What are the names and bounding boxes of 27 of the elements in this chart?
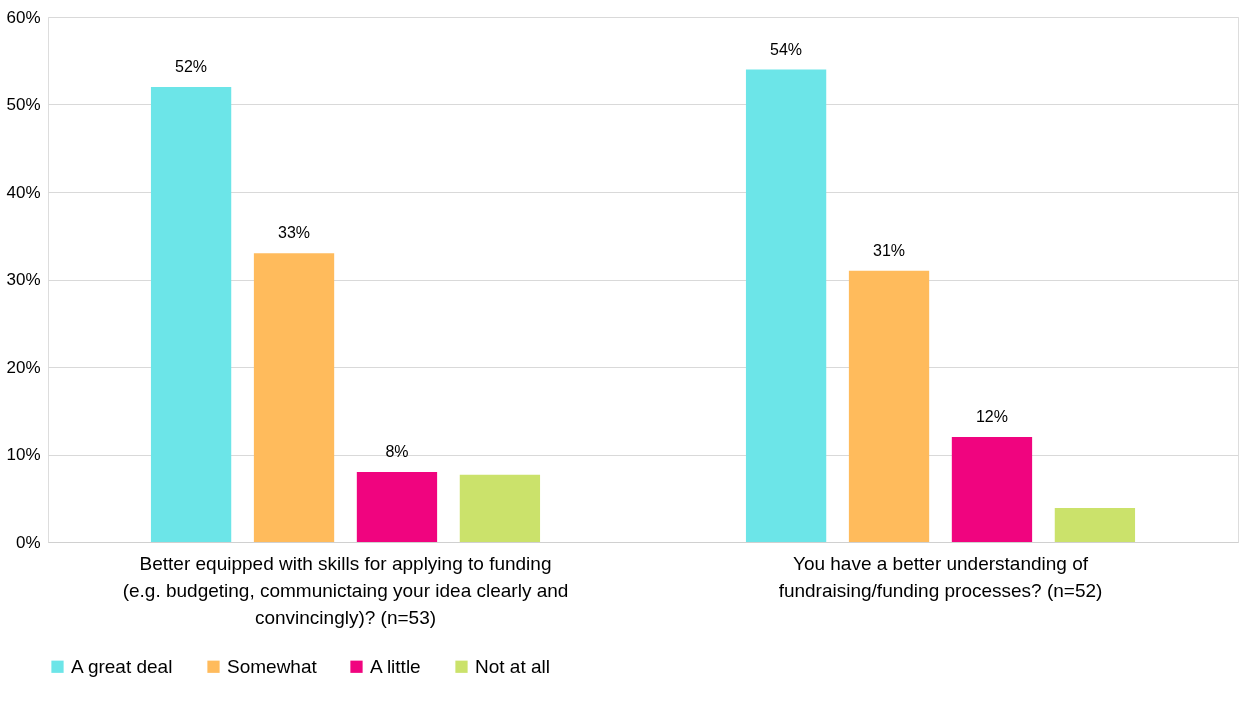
data-label: 8% <box>385 443 409 460</box>
legend-label: Not at all <box>475 655 550 677</box>
bar <box>253 253 335 542</box>
legend-label: A little <box>370 655 421 677</box>
bar <box>356 472 438 542</box>
x-tick-label: You have a better understanding of fundraising/funding processes? (n=52) <box>778 552 1103 601</box>
bar <box>848 270 930 542</box>
legend-label: A great deal <box>71 655 173 677</box>
legend-label: Somewhat <box>227 655 318 677</box>
y-tick-label: 50% <box>6 95 41 114</box>
data-label: 52% <box>175 58 208 75</box>
y-tick-label: 0% <box>15 532 41 552</box>
bar <box>459 474 541 542</box>
y-tick-label: 20% <box>6 357 41 377</box>
data-label: 31% <box>873 241 906 259</box>
data-label: 54% <box>770 40 803 58</box>
y-tick-label: 60% <box>6 7 41 27</box>
y-tick-label: 10% <box>6 445 41 464</box>
y-tick-label: 40% <box>6 182 41 202</box>
y-tick-label: 30% <box>6 270 41 289</box>
bar <box>951 437 1033 542</box>
x-tick-label: Better equipped with skills for applying to funding (e.g. budgeting, communictaing your idea clearly and convincingly)? (n=53) <box>122 552 569 628</box>
bar <box>745 69 827 542</box>
data-label: 12% <box>975 408 1008 425</box>
bar <box>1054 507 1136 542</box>
data-label: 33% <box>278 224 311 242</box>
bar <box>150 87 232 542</box>
